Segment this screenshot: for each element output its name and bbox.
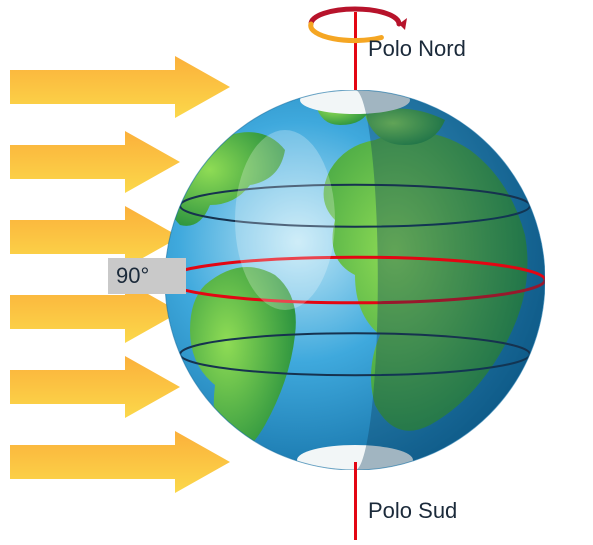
equator-angle-label: 90° <box>108 258 186 294</box>
angle-value: 90° <box>116 263 149 289</box>
earth-globe <box>165 90 545 470</box>
diagram-stage: 90° Polo Nord Polo Sud <box>0 0 593 545</box>
north-pole-label: Polo Nord <box>368 36 466 62</box>
earth-globe-svg <box>165 90 545 470</box>
rotation-axis-bottom <box>354 462 357 540</box>
sun-ray-arrow-icon <box>0 356 180 418</box>
sun-ray-arrow-icon <box>0 131 180 193</box>
south-pole-label: Polo Sud <box>368 498 457 524</box>
